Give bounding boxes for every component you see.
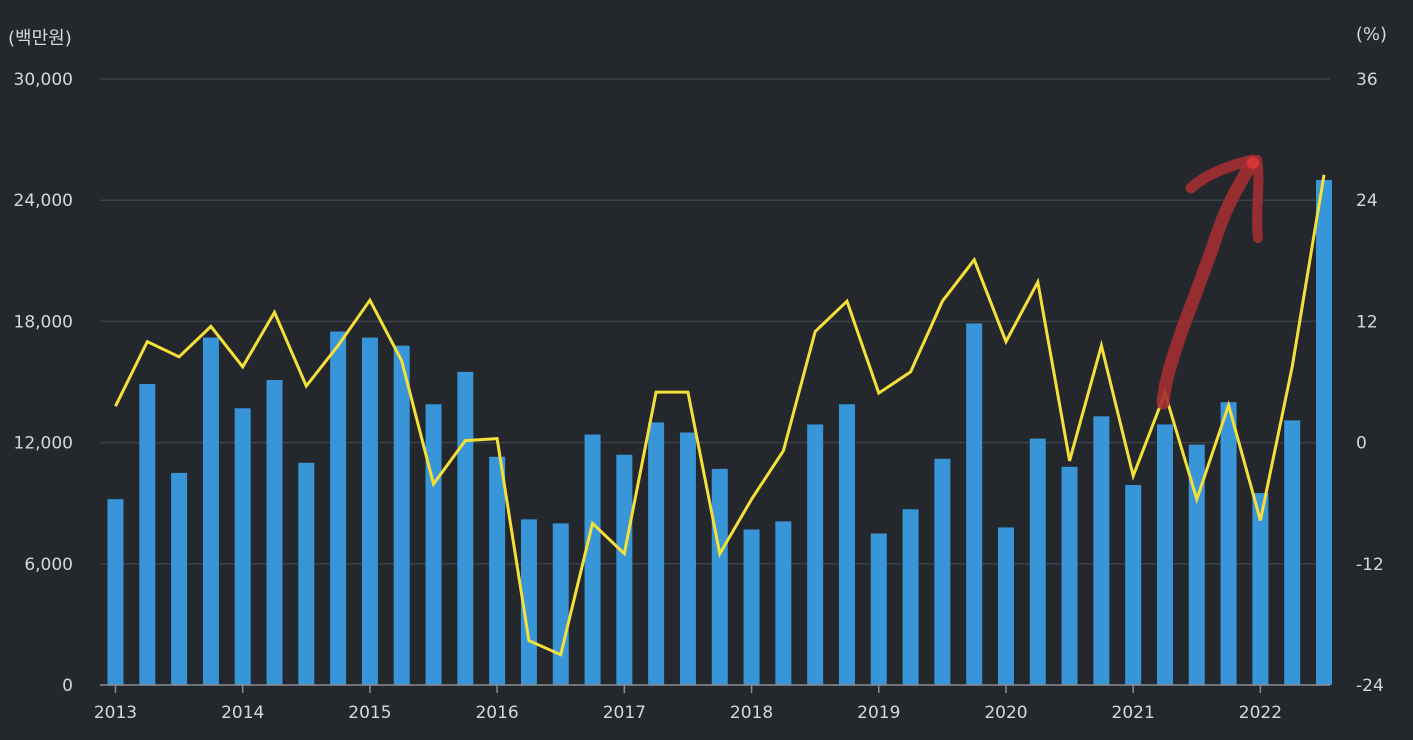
bar bbox=[1029, 438, 1046, 685]
line-series bbox=[114, 174, 1326, 657]
left-tick-label: 6,000 bbox=[24, 555, 73, 575]
bar bbox=[1093, 416, 1110, 685]
x-tick-label: 2014 bbox=[221, 703, 264, 723]
x-tick-label: 2016 bbox=[475, 703, 518, 723]
bar-series bbox=[107, 180, 1332, 685]
bar bbox=[425, 404, 442, 685]
x-tick-label: 2018 bbox=[730, 703, 773, 723]
growth-line bbox=[114, 174, 1326, 657]
axes: 0 -24 6,000 -12 12,000 0 18,000 12 24,000 24 30,00… bbox=[14, 70, 1384, 723]
left-tick-label: 30,000 bbox=[14, 70, 73, 90]
bar bbox=[584, 434, 601, 685]
bar bbox=[107, 499, 124, 685]
left-axis-unit: (백만원) bbox=[8, 28, 72, 49]
bar bbox=[966, 323, 983, 685]
left-tick-label: 12,000 bbox=[14, 434, 73, 454]
bar bbox=[489, 456, 506, 685]
bar bbox=[1252, 493, 1269, 685]
bar bbox=[457, 371, 474, 685]
bar bbox=[330, 331, 347, 685]
x-tick-label: 2017 bbox=[603, 703, 646, 723]
bar bbox=[775, 521, 792, 685]
bar bbox=[1220, 402, 1237, 685]
bar bbox=[361, 337, 378, 685]
left-tick-label: 24,000 bbox=[14, 191, 73, 211]
bar bbox=[997, 527, 1014, 685]
annotation-arrow bbox=[1156, 154, 1264, 410]
bar bbox=[616, 454, 633, 685]
bar bbox=[1125, 485, 1142, 685]
x-tick-label: 2020 bbox=[984, 703, 1027, 723]
bar bbox=[902, 509, 919, 685]
left-tick-label: 0 bbox=[62, 676, 73, 696]
bar bbox=[870, 533, 887, 685]
bar bbox=[552, 523, 569, 685]
bar bbox=[934, 458, 951, 685]
bar bbox=[202, 337, 219, 685]
right-tick-label: -12 bbox=[1356, 555, 1384, 575]
arrow-head-right bbox=[1252, 155, 1264, 243]
right-tick-label: 24 bbox=[1356, 191, 1378, 211]
x-tick-label: 2019 bbox=[857, 703, 900, 723]
bar bbox=[1061, 466, 1078, 685]
bar bbox=[807, 424, 824, 685]
bar bbox=[838, 404, 855, 685]
bar bbox=[1284, 420, 1301, 685]
right-tick-label: 36 bbox=[1356, 70, 1378, 90]
right-tick-label: -24 bbox=[1356, 676, 1384, 696]
x-tick-label: 2013 bbox=[94, 703, 137, 723]
x-tick-label: 2021 bbox=[1112, 703, 1155, 723]
bar bbox=[139, 384, 156, 685]
right-tick-label: 12 bbox=[1356, 312, 1378, 332]
bar bbox=[711, 468, 728, 685]
bar bbox=[648, 422, 665, 685]
bar bbox=[266, 379, 283, 685]
arrow-tip bbox=[1247, 157, 1259, 169]
left-tick-label: 18,000 bbox=[14, 312, 73, 332]
bar bbox=[1316, 180, 1332, 685]
arrow-shaft bbox=[1156, 155, 1260, 410]
bar bbox=[171, 472, 188, 685]
bar bbox=[393, 345, 410, 685]
bar bbox=[1188, 444, 1205, 685]
right-tick-label: 0 bbox=[1356, 434, 1367, 454]
bar bbox=[234, 408, 251, 685]
bar bbox=[298, 462, 315, 685]
bar bbox=[743, 529, 760, 685]
x-tick-label: 2015 bbox=[348, 703, 391, 723]
bar bbox=[1156, 424, 1173, 685]
x-tick-label: 2022 bbox=[1239, 703, 1282, 723]
arrow-head-left bbox=[1185, 154, 1259, 194]
right-axis-unit: (%) bbox=[1355, 24, 1387, 45]
bar bbox=[679, 432, 696, 685]
